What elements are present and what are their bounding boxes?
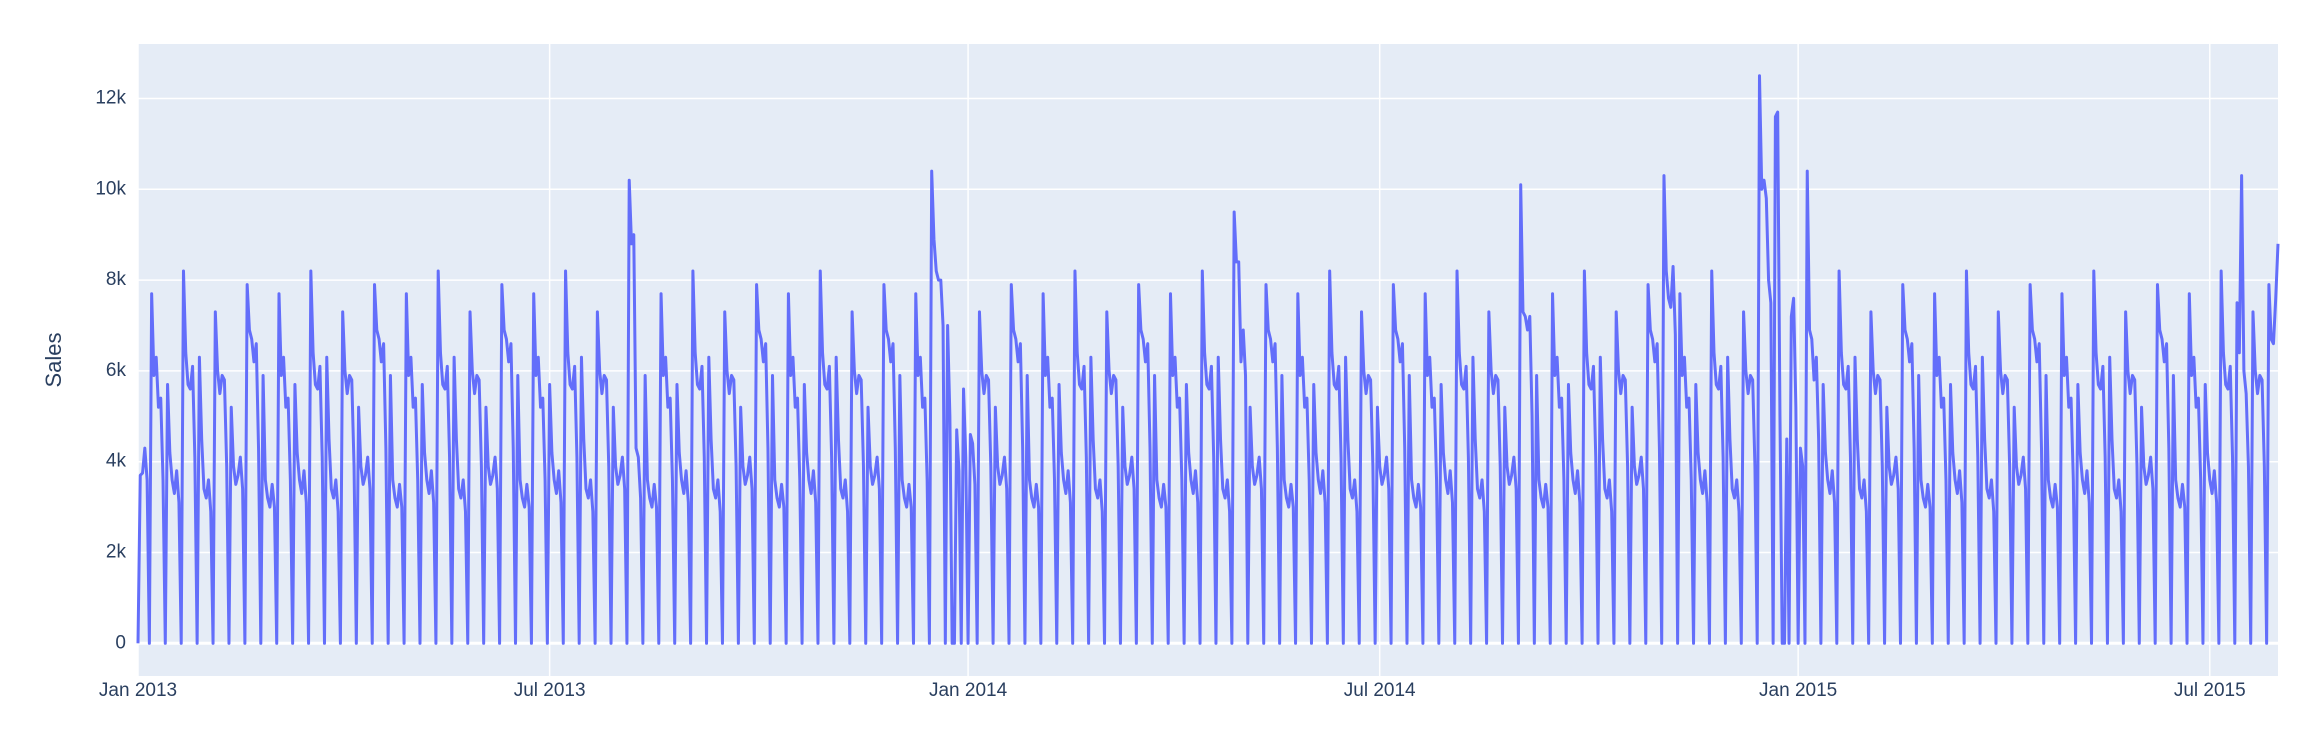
y-tick-label: 12k	[95, 87, 126, 108]
y-tick-label: 0	[115, 632, 126, 653]
y-tick-label: 4k	[106, 451, 127, 472]
y-axis-title: Sales	[41, 332, 66, 387]
x-tick-label: Jul 2015	[2174, 680, 2246, 701]
y-tick-label: 10k	[95, 178, 126, 199]
x-tick-label: Jan 2015	[1759, 680, 1837, 701]
x-tick-label: Jan 2014	[929, 680, 1008, 701]
sales-line	[136, 74, 2280, 645]
x-tick-label: Jul 2014	[1344, 680, 1416, 701]
x-tick-label: Jan 2013	[99, 680, 177, 701]
y-tick-label: 8k	[106, 269, 127, 290]
plot-background	[138, 44, 2278, 676]
y-tick-label: 2k	[106, 542, 127, 563]
x-tick-label: Jul 2013	[514, 680, 586, 701]
y-tick-label: 6k	[106, 360, 127, 381]
